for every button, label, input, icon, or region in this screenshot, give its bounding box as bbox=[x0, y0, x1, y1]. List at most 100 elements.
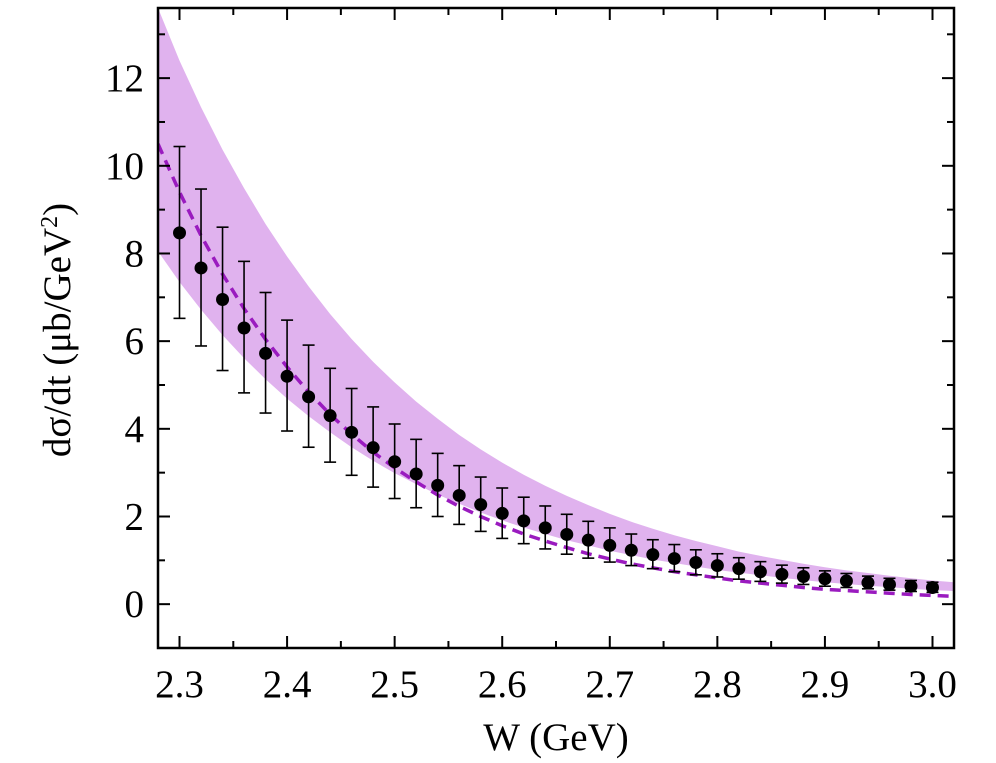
data-point bbox=[237, 260, 251, 394]
y-tick-label: 4 bbox=[125, 408, 145, 451]
data-marker bbox=[775, 567, 789, 581]
x-tick-label: 2.6 bbox=[478, 663, 527, 706]
y-axis-label-main: dσ/dt (μb/GeV bbox=[36, 228, 79, 457]
y-tick-label: 12 bbox=[105, 57, 144, 100]
data-point bbox=[474, 476, 488, 533]
data-point bbox=[753, 560, 767, 583]
data-marker bbox=[495, 506, 509, 520]
uncertainty-band-layer bbox=[158, 8, 954, 591]
data-marker bbox=[753, 565, 767, 579]
data-point bbox=[388, 423, 402, 500]
data-point bbox=[409, 438, 423, 509]
y-tick-label: 10 bbox=[105, 145, 144, 188]
model-curve-layer bbox=[158, 143, 954, 599]
x-axis-label: W (GeV) bbox=[483, 716, 628, 759]
x-tick-label: 2.7 bbox=[585, 663, 634, 706]
data-point bbox=[581, 520, 595, 559]
data-marker bbox=[431, 478, 445, 492]
data-marker bbox=[882, 577, 896, 591]
x-tick-label: 2.5 bbox=[370, 663, 419, 706]
data-point bbox=[194, 188, 208, 347]
data-marker bbox=[732, 562, 746, 576]
data-marker bbox=[216, 293, 230, 307]
data-marker bbox=[839, 574, 853, 588]
data-marker bbox=[345, 425, 359, 439]
data-marker bbox=[409, 467, 423, 481]
data-marker bbox=[560, 527, 574, 541]
data-points-layer bbox=[173, 145, 939, 595]
data-point bbox=[775, 564, 789, 584]
data-marker bbox=[388, 455, 402, 469]
data-marker bbox=[366, 441, 380, 455]
data-point bbox=[538, 505, 552, 550]
data-point bbox=[366, 406, 380, 488]
y-tick-label: 6 bbox=[125, 320, 145, 363]
data-marker bbox=[302, 390, 316, 404]
data-marker bbox=[259, 346, 273, 360]
data-marker bbox=[646, 548, 660, 562]
data-point bbox=[818, 570, 832, 587]
data-marker bbox=[237, 321, 251, 335]
x-tick-label: 2.4 bbox=[263, 663, 312, 706]
data-point bbox=[796, 566, 810, 586]
data-marker bbox=[323, 409, 337, 423]
data-point bbox=[925, 581, 939, 595]
data-point bbox=[861, 575, 875, 590]
data-marker bbox=[689, 556, 703, 570]
data-marker bbox=[280, 369, 294, 383]
data-marker bbox=[861, 576, 875, 590]
y-tick-label: 0 bbox=[125, 583, 145, 626]
data-marker bbox=[904, 579, 918, 593]
data-point bbox=[345, 387, 359, 477]
data-marker bbox=[517, 514, 531, 528]
uncertainty-band bbox=[158, 8, 954, 591]
data-point bbox=[732, 556, 746, 580]
data-marker bbox=[603, 538, 617, 552]
data-marker bbox=[796, 570, 810, 584]
data-marker bbox=[173, 226, 187, 240]
x-tick-label: 2.9 bbox=[801, 663, 850, 706]
model-dashed-curve bbox=[158, 143, 954, 599]
data-marker bbox=[581, 533, 595, 547]
data-point bbox=[689, 549, 703, 576]
data-point bbox=[904, 579, 918, 593]
data-point bbox=[323, 367, 337, 463]
data-point bbox=[302, 344, 316, 449]
data-marker bbox=[538, 521, 552, 535]
y-axis-label: dσ/dt (μb/GeV2) bbox=[36, 203, 79, 457]
data-point bbox=[710, 552, 724, 578]
data-point bbox=[452, 464, 466, 526]
data-marker bbox=[710, 559, 724, 573]
y-tick-label: 8 bbox=[125, 232, 145, 275]
x-tick-label: 3.0 bbox=[908, 663, 957, 706]
y-axis-label-sup: 2 bbox=[37, 216, 63, 228]
data-point bbox=[280, 319, 294, 432]
data-point bbox=[216, 226, 230, 372]
data-point bbox=[495, 487, 509, 540]
y-axis-label-close: ) bbox=[36, 203, 79, 216]
x-tick-label: 2.8 bbox=[693, 663, 742, 706]
axis-ticks-layer bbox=[158, 8, 954, 649]
data-point bbox=[173, 145, 187, 320]
data-point bbox=[882, 577, 896, 591]
data-marker bbox=[452, 488, 466, 502]
data-marker bbox=[624, 543, 638, 557]
x-tick-labels: 2.3 2.4 2.5 2.6 2.7 2.8 2.9 3.0 bbox=[155, 663, 957, 706]
data-point bbox=[839, 572, 853, 589]
data-point bbox=[624, 533, 638, 567]
data-point bbox=[646, 538, 660, 570]
data-marker bbox=[818, 572, 832, 586]
x-tick-label: 2.3 bbox=[155, 663, 204, 706]
data-point bbox=[560, 513, 574, 555]
y-tick-label: 2 bbox=[125, 495, 145, 538]
data-marker bbox=[667, 552, 681, 566]
data-marker bbox=[194, 261, 208, 275]
data-point bbox=[517, 496, 531, 545]
data-point bbox=[603, 527, 617, 563]
data-marker bbox=[925, 581, 939, 595]
data-point bbox=[667, 543, 681, 573]
data-point bbox=[431, 452, 445, 518]
y-tick-labels: 0 2 4 6 8 10 12 bbox=[105, 57, 144, 626]
data-marker bbox=[474, 498, 488, 512]
